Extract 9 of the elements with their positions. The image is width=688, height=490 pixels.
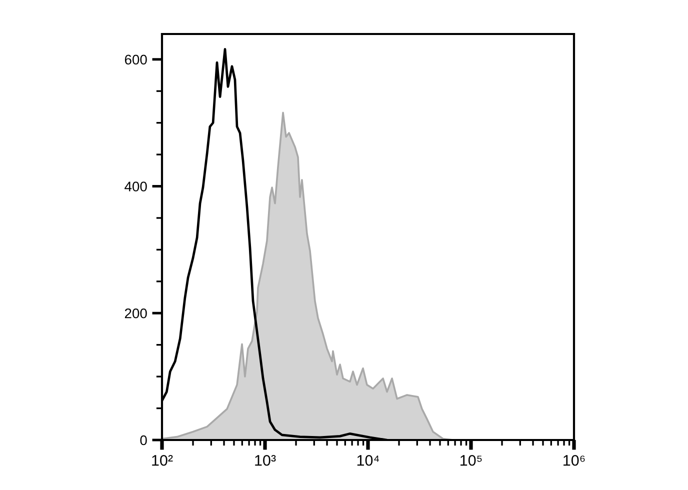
y-tick-label: 600 bbox=[124, 54, 147, 65]
x-tick-label: 10⁵ bbox=[460, 454, 482, 466]
x-tick-label: 10⁶ bbox=[564, 454, 585, 466]
y-tick-label: 200 bbox=[124, 308, 147, 318]
y-tick-label: 0 bbox=[140, 435, 147, 446]
y-tick-label: 400 bbox=[124, 182, 147, 192]
x-tick-label: 10⁴ bbox=[357, 454, 380, 466]
x-tick-label: 10³ bbox=[255, 454, 276, 466]
x-tick-label: 10² bbox=[152, 454, 173, 466]
